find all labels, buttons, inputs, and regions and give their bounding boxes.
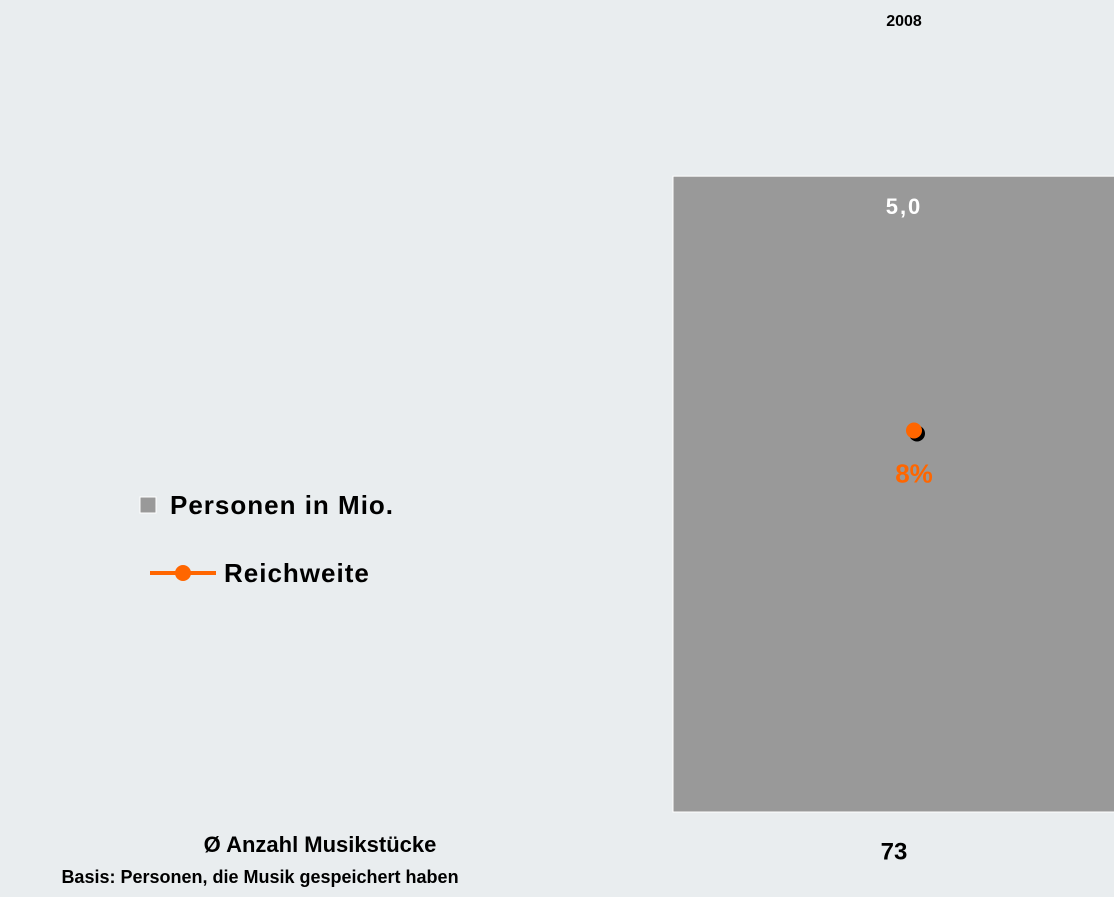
- line-marker: [906, 422, 922, 439]
- table-row-label: Ø Anzahl Musikstücke: [204, 832, 437, 857]
- legend-swatch: [139, 496, 157, 514]
- footnote: Basis: Personen, die Musik gespeichert h…: [61, 867, 458, 887]
- legend-label: Reichweite: [224, 558, 370, 588]
- legend-marker: [175, 565, 191, 581]
- bar: [672, 175, 1114, 813]
- data-label: 8%: [895, 458, 933, 488]
- x-tick-label: 2008: [886, 13, 922, 30]
- legend-label: Personen in Mio.: [170, 490, 394, 520]
- data-label: 5,0: [886, 194, 923, 219]
- table-row-value: 73: [881, 838, 908, 865]
